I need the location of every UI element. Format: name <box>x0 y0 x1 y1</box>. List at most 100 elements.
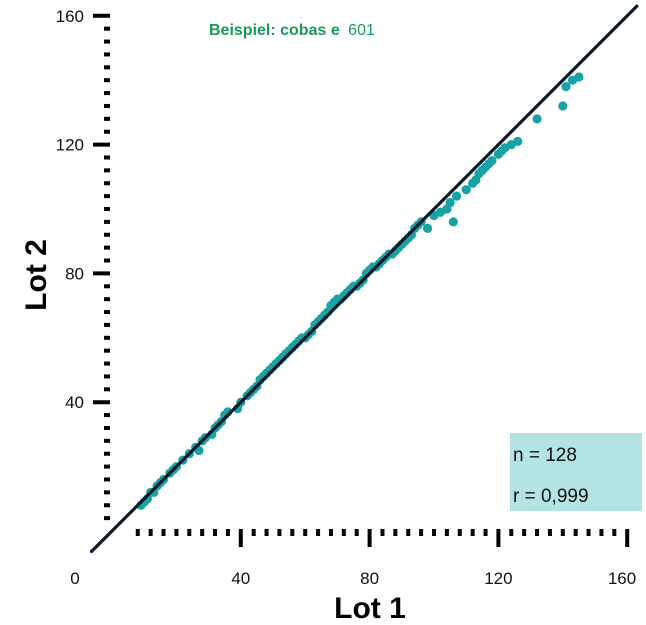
x-minor-tick <box>135 529 140 536</box>
y-tick-label: 80 <box>65 264 84 283</box>
x-minor-tick <box>213 529 218 536</box>
x-minor-tick <box>354 529 359 536</box>
y-minor-tick <box>104 129 110 134</box>
y-minor-tick <box>104 438 110 443</box>
y-minor-tick <box>104 297 110 302</box>
x-minor-tick <box>612 529 617 536</box>
data-point <box>532 114 542 124</box>
x-minor-tick <box>457 529 462 536</box>
y-minor-tick <box>104 516 110 521</box>
y-minor-tick <box>104 284 110 289</box>
x-minor-tick <box>444 529 449 536</box>
x-tick-label: 160 <box>608 569 636 588</box>
x-minor-tick <box>586 529 591 536</box>
x-minor-tick <box>328 529 333 536</box>
chart-title-model: 601 <box>348 22 375 39</box>
y-minor-tick <box>104 245 110 250</box>
y-minor-tick <box>104 181 110 186</box>
y-minor-tick <box>104 168 110 173</box>
y-minor-tick <box>104 232 110 237</box>
x-minor-tick <box>535 529 540 536</box>
data-point <box>448 217 458 227</box>
x-tick-label: 80 <box>360 569 379 588</box>
y-minor-tick <box>104 451 110 456</box>
x-minor-tick <box>290 529 295 536</box>
x-minor-tick <box>509 529 514 536</box>
data-point <box>422 223 433 233</box>
stats-box <box>510 433 642 511</box>
x-minor-tick <box>419 529 424 536</box>
y-minor-tick <box>104 413 110 418</box>
x-minor-tick <box>599 529 604 536</box>
stats-n: n = 128 <box>513 445 577 466</box>
y-minor-tick <box>104 91 110 96</box>
y-tick-label: 120 <box>56 136 84 155</box>
x-minor-tick <box>277 529 282 536</box>
data-point <box>451 191 462 201</box>
data-point <box>487 156 497 166</box>
y-minor-tick <box>104 39 110 44</box>
x-minor-tick <box>225 529 230 536</box>
y-minor-tick <box>104 490 110 495</box>
y-minor-tick <box>104 387 110 392</box>
data-point <box>561 82 571 92</box>
x-minor-tick <box>200 529 205 536</box>
chart-title-bold: Beispiel: cobas e <box>209 22 340 39</box>
x-minor-tick <box>380 529 385 536</box>
x-minor-tick <box>483 529 488 536</box>
y-minor-tick <box>104 65 110 70</box>
y-minor-tick <box>104 335 110 340</box>
y-minor-tick <box>104 477 110 482</box>
y-minor-tick <box>104 310 110 315</box>
y-axis-ticks: 40 80 120 160 <box>56 7 110 521</box>
y-axis-title: Lot 2 <box>20 239 53 311</box>
x-minor-tick <box>174 529 179 536</box>
data-point <box>574 72 584 82</box>
y-minor-tick <box>104 194 110 199</box>
y-minor-tick <box>104 503 110 508</box>
x-minor-tick <box>573 529 578 536</box>
x-minor-tick <box>316 529 321 536</box>
y-tick-label: 160 <box>56 7 84 26</box>
x-minor-tick <box>393 529 398 536</box>
y-minor-tick <box>104 103 110 108</box>
y-minor-tick <box>104 52 110 57</box>
y-minor-tick <box>104 78 110 83</box>
stats-r: r = 0,999 <box>513 486 589 507</box>
x-axis-title: Lot 1 <box>334 592 406 625</box>
y-minor-tick <box>104 374 110 379</box>
data-point <box>461 185 471 195</box>
x-minor-tick <box>547 529 552 536</box>
y-minor-tick <box>104 116 110 121</box>
data-point <box>513 136 523 146</box>
x-minor-tick <box>432 529 436 536</box>
y-minor-tick <box>104 219 110 224</box>
y-minor-tick <box>104 155 110 160</box>
y-minor-tick <box>104 361 110 366</box>
y-minor-tick <box>104 464 110 469</box>
x-tick-label: 40 <box>231 569 250 588</box>
data-point <box>445 197 455 208</box>
x-minor-tick <box>264 529 269 536</box>
chart-title: Beispiel: cobas e 601 <box>209 22 375 39</box>
x-minor-tick <box>161 529 166 536</box>
y-tick-label: 40 <box>65 393 84 412</box>
x-minor-tick <box>187 529 192 536</box>
x-tick-label: 0 <box>70 569 79 588</box>
x-axis-ticks: 0 40 80 120 160 <box>70 529 636 588</box>
y-minor-tick <box>104 425 110 430</box>
regression-line <box>89 4 639 554</box>
x-minor-tick <box>470 529 475 536</box>
data-point <box>558 101 568 111</box>
x-minor-tick <box>560 529 565 536</box>
x-minor-tick <box>251 529 256 536</box>
y-minor-tick <box>104 258 110 263</box>
x-minor-tick <box>406 529 411 536</box>
x-minor-tick <box>148 529 153 536</box>
y-minor-tick <box>104 348 110 353</box>
y-minor-tick <box>104 207 110 211</box>
x-tick-label: 120 <box>484 569 512 588</box>
y-minor-tick <box>104 322 110 327</box>
x-minor-tick <box>522 529 527 536</box>
